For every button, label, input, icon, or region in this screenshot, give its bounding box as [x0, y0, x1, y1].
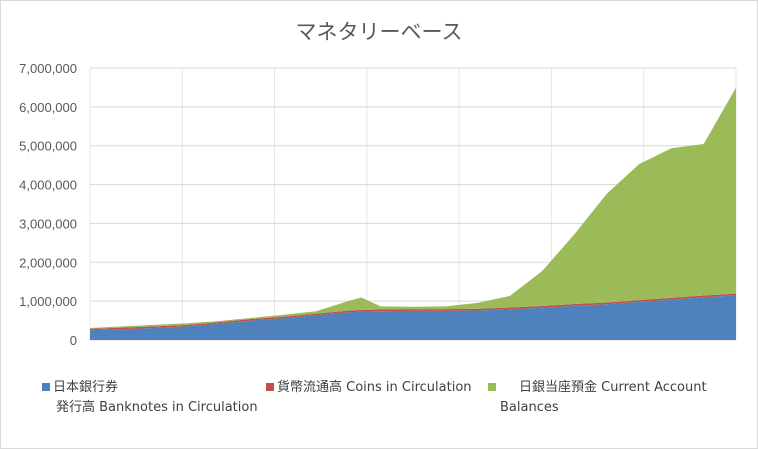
legend-item-banknotes: 日本銀行券 発行高 Banknotes in Circulation	[42, 378, 258, 418]
y-axis-ticks: 0 1,000,000 2,000,000 3,000,000 4,000,000 5,0…	[19, 61, 77, 348]
legend-swatch-green	[488, 383, 496, 391]
y-tick-label: 0	[70, 333, 77, 348]
legend-item-current-account: 日銀当座預金 Current Account Balances	[488, 378, 707, 418]
legend-label-banknotes-1: 日本銀行券	[53, 380, 119, 395]
y-tick-label: 6,000,000	[19, 100, 77, 115]
area-series-2	[90, 293, 736, 331]
y-tick-label: 3,000,000	[19, 216, 77, 231]
y-tick-label: 4,000,000	[19, 178, 77, 193]
y-tick-label: 1,000,000	[19, 294, 77, 309]
legend-item-coins: 貨幣流通高 Coins in Circulation	[266, 378, 472, 398]
chart-title: マネタリーベース	[295, 20, 463, 44]
legend-label-current-account-2: Balances	[500, 400, 559, 415]
y-tick-label: 2,000,000	[19, 255, 77, 270]
area-series-1	[90, 295, 736, 340]
legend-label-coins: 貨幣流通高 Coins in Circulation	[277, 380, 472, 395]
legend-label-current-account-1: 日銀当座預金 Current Account	[519, 380, 707, 395]
legend-swatch-red	[266, 383, 274, 391]
legend-swatch-blue	[42, 383, 50, 391]
legend-label-banknotes-2: 発行高 Banknotes in Circulation	[56, 400, 258, 415]
area-series-3	[90, 87, 736, 329]
area-series	[90, 87, 736, 340]
y-tick-label: 7,000,000	[19, 61, 77, 76]
y-tick-label: 5,000,000	[19, 139, 77, 154]
